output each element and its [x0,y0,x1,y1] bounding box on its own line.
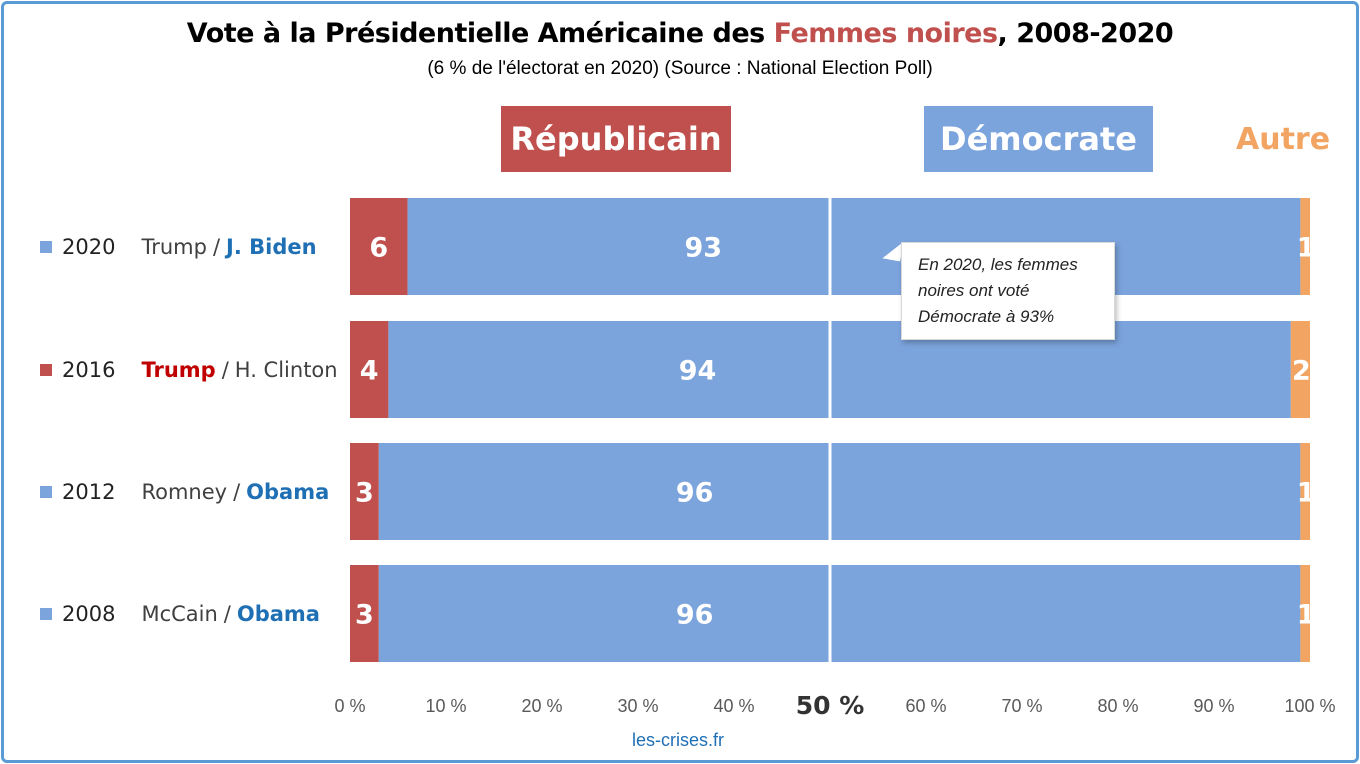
legend-square [40,363,52,376]
row-label-2008: 2008 McCain / Obama [40,599,320,629]
data-label-other-2012: 1 [1297,478,1316,509]
source-label: les-crises.fr [632,730,725,750]
separator: / [221,357,229,382]
legend-democrat: Démocrate [924,106,1153,172]
data-label-democrat-2020: 93 [684,233,722,264]
bar-democrat-2008 [378,565,1301,662]
legend-republican: Républicain [501,106,731,172]
bar-republican-2008 [350,565,379,662]
chart-title: Vote à la Présidentielle Américaine des … [186,18,1174,49]
separator: / [223,601,231,626]
reference-line-50 [828,190,832,672]
data-label-republican-2008: 3 [355,600,374,631]
data-label-republican-2016: 4 [360,356,379,387]
x-tick-label: 40 % [713,696,754,716]
title-highlight: Femmes noires [773,18,998,49]
legend-square [40,485,52,498]
data-label-democrat-2016: 94 [679,356,717,387]
row-year: 2020 [62,234,116,259]
x-tick-label: 90 % [1193,696,1234,716]
chart-subtitle: (6 % de l'électorat en 2020) (Source : N… [427,58,933,79]
bar-other-2020 [1300,198,1310,295]
republican-candidate: Trump [141,234,207,259]
democrat-candidate: H. Clinton [234,357,338,382]
row-label-2012: 2012 Romney / Obama [40,477,329,507]
bar-other-2016 [1290,321,1310,418]
row-label-2020: 2020 Trump / J. Biden [40,232,317,262]
annotation-callout: En 2020, les femmes noires ont voté Démo… [901,242,1115,340]
democrat-candidate: J. Biden [226,234,317,259]
republican-candidate: Romney [141,479,228,504]
data-label-other-2008: 1 [1297,600,1316,631]
separator: / [212,234,221,259]
row-label-2016: 2016 Trump / H. Clinton [40,355,338,385]
democrat-candidate: Obama [236,601,320,626]
bar-democrat-2012 [378,443,1301,540]
bar-other-2008 [1300,565,1310,662]
x-tick-label: 20 % [521,696,562,716]
row-year: 2008 [62,601,116,626]
data-label-republican-2020: 6 [369,233,388,264]
legend-square [40,240,52,253]
x-tick-label: 50 % [796,691,865,720]
bar-democrat-2016 [388,321,1291,418]
democrat-candidate: Obama [246,479,330,504]
data-label-other-2020: 1 [1297,233,1316,264]
x-tick-label: 10 % [425,696,466,716]
bar-other-2012 [1300,443,1310,540]
x-tick-label: 80 % [1097,696,1138,716]
bar-republican-2012 [350,443,379,540]
republican-candidate: Trump [141,357,216,382]
bar-democrat-2020 [407,198,1301,295]
legend-square [40,607,52,620]
data-label-other-2016: 2 [1292,356,1311,387]
x-tick-label: 100 % [1284,696,1335,716]
x-tick-label: 60 % [905,696,946,716]
data-label-republican-2012: 3 [355,478,374,509]
data-label-democrat-2012: 96 [676,478,714,509]
row-year: 2012 [62,479,116,504]
bar-republican-2016 [350,321,389,418]
x-tick-label: 0 % [334,696,365,716]
separator: / [233,479,241,504]
x-tick-label: 70 % [1001,696,1042,716]
bar-republican-2020 [350,198,408,295]
republican-candidate: McCain [141,601,218,626]
x-tick-label: 30 % [617,696,658,716]
legend-other: Autre [1236,121,1331,157]
row-year: 2016 [62,357,116,382]
data-label-democrat-2008: 96 [676,600,714,631]
